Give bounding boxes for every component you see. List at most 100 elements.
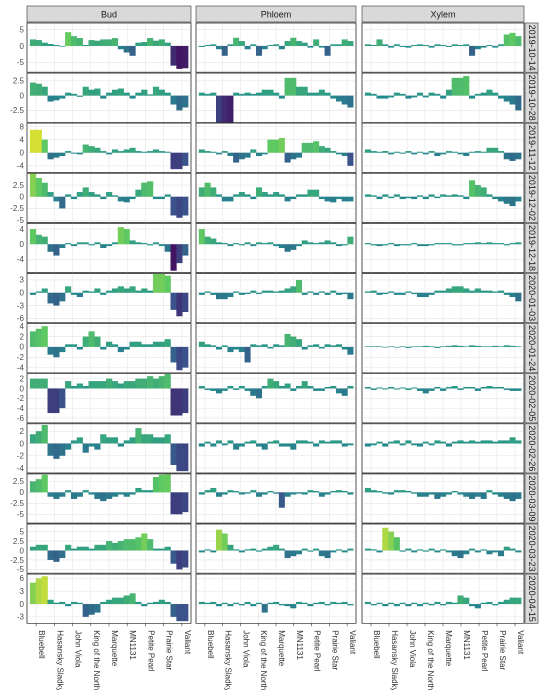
bar — [135, 487, 142, 493]
bar — [170, 388, 177, 416]
bar — [463, 76, 470, 96]
facet-strip-col-label: Xylem — [430, 10, 455, 20]
bar — [469, 45, 476, 56]
bar — [463, 243, 470, 245]
bar — [250, 93, 257, 96]
x-tick-label: Bluebell — [206, 630, 215, 659]
bar — [204, 93, 211, 96]
bar — [313, 344, 320, 347]
bar — [204, 151, 211, 153]
facet-strip-col — [26, 5, 192, 23]
bar — [182, 292, 189, 313]
bar — [318, 196, 325, 200]
y-tick-label: 0 — [20, 149, 25, 158]
bar — [244, 601, 251, 605]
panel-border — [195, 22, 357, 73]
y-tick-label: 2.5 — [13, 77, 25, 86]
bar — [278, 492, 285, 508]
bar — [486, 386, 493, 389]
bar — [497, 550, 505, 557]
bar — [129, 341, 136, 347]
bar — [41, 425, 48, 444]
bar — [65, 92, 72, 96]
bar — [152, 86, 160, 96]
panel-border — [26, 223, 192, 273]
bar — [324, 441, 331, 444]
bar — [53, 602, 60, 605]
bar — [35, 578, 42, 605]
bar — [152, 196, 160, 200]
bar — [47, 388, 54, 414]
bar — [111, 542, 119, 551]
bar — [347, 443, 354, 446]
bar — [88, 89, 95, 96]
bar — [399, 443, 406, 446]
y-tick-label: -2 — [17, 394, 25, 403]
bar — [422, 244, 429, 247]
bar — [176, 95, 183, 111]
bar — [59, 443, 66, 456]
bar — [307, 92, 314, 96]
bar — [388, 602, 395, 605]
bar — [393, 244, 400, 247]
panel-border — [26, 72, 192, 123]
bar — [393, 388, 400, 390]
bar — [198, 443, 205, 447]
bar — [469, 95, 476, 99]
bar — [164, 151, 171, 153]
bar — [451, 44, 458, 46]
bar — [123, 492, 130, 497]
bar — [503, 95, 510, 102]
bar — [106, 541, 113, 551]
bar — [261, 492, 268, 495]
bar — [250, 290, 257, 293]
bar — [164, 42, 171, 46]
bar — [330, 601, 337, 605]
bar — [233, 346, 240, 350]
bar — [152, 437, 160, 444]
bar — [82, 490, 89, 493]
panel-border — [195, 223, 357, 273]
bar — [313, 189, 320, 197]
bar — [382, 194, 389, 197]
bar — [480, 45, 487, 48]
bar — [88, 548, 95, 551]
bar — [469, 440, 476, 444]
bar — [47, 346, 54, 355]
bar — [388, 291, 395, 293]
bar — [233, 549, 240, 551]
bar — [290, 604, 297, 609]
bar — [267, 491, 274, 493]
bar — [267, 546, 274, 551]
bar — [330, 345, 337, 347]
bar — [106, 290, 113, 293]
bar — [182, 152, 189, 166]
bar — [278, 443, 285, 447]
bar — [440, 95, 447, 99]
bar — [244, 45, 251, 50]
bar — [290, 336, 297, 347]
bar — [164, 601, 171, 605]
bar — [123, 346, 130, 350]
bar — [210, 601, 217, 605]
bar — [364, 149, 371, 153]
panel-border — [26, 523, 192, 574]
bar — [405, 604, 412, 607]
bar — [147, 244, 154, 246]
bar — [399, 550, 406, 552]
facet-strip-row — [524, 573, 539, 624]
bar — [70, 292, 78, 295]
bar — [515, 196, 522, 202]
bar — [509, 95, 516, 105]
y-tick-label: 2.5 — [13, 181, 25, 190]
bar — [198, 187, 205, 197]
x-tick-label: Bluebell — [372, 630, 381, 659]
facet-strip-row — [524, 523, 539, 574]
bar — [233, 388, 240, 390]
facet-strip-col-label: Bud — [101, 10, 117, 20]
bar — [94, 288, 101, 293]
y-tick-label: -5 — [17, 510, 25, 519]
y-tick-label: 0 — [20, 42, 25, 51]
bar — [256, 45, 263, 56]
facet-strip-row-label: 2020-02-26 — [527, 425, 537, 471]
